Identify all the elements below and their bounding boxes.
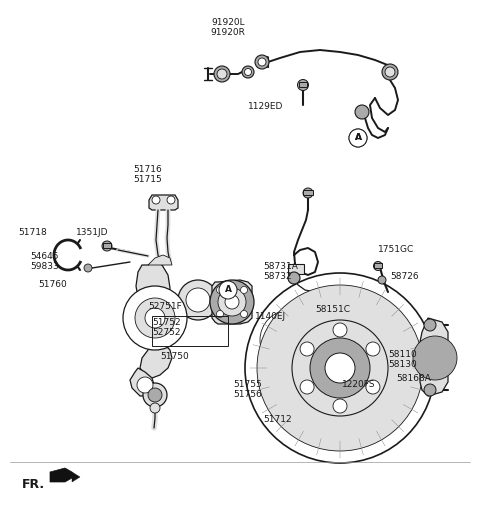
Circle shape xyxy=(137,377,153,393)
Circle shape xyxy=(145,308,165,328)
Polygon shape xyxy=(149,195,178,210)
Polygon shape xyxy=(265,296,312,378)
Circle shape xyxy=(378,276,386,284)
Text: 58110
58130: 58110 58130 xyxy=(388,350,417,369)
Text: 51760: 51760 xyxy=(38,280,67,289)
Text: 54645
59833: 54645 59833 xyxy=(30,252,59,271)
Text: 58726: 58726 xyxy=(390,272,419,281)
Text: A: A xyxy=(355,133,361,143)
Polygon shape xyxy=(130,368,155,396)
Text: 51716
51715: 51716 51715 xyxy=(133,165,162,184)
Text: 1751GC: 1751GC xyxy=(378,245,414,254)
Circle shape xyxy=(240,311,248,318)
Circle shape xyxy=(123,286,187,350)
Circle shape xyxy=(186,288,210,312)
Circle shape xyxy=(214,66,230,82)
Circle shape xyxy=(225,295,239,309)
Circle shape xyxy=(298,79,309,91)
Circle shape xyxy=(102,241,112,251)
Circle shape xyxy=(382,64,398,80)
Polygon shape xyxy=(136,262,172,378)
Circle shape xyxy=(217,69,227,79)
Circle shape xyxy=(143,383,167,407)
Text: A: A xyxy=(355,133,361,143)
Circle shape xyxy=(255,55,269,69)
Circle shape xyxy=(244,68,252,76)
Bar xyxy=(288,264,304,274)
Circle shape xyxy=(242,66,254,78)
Circle shape xyxy=(167,196,175,204)
Circle shape xyxy=(178,280,218,320)
Circle shape xyxy=(413,336,457,380)
Circle shape xyxy=(292,320,388,416)
Circle shape xyxy=(325,353,355,383)
Text: 51718: 51718 xyxy=(18,228,47,237)
Text: 91920L
91920R: 91920L 91920R xyxy=(211,18,245,38)
Text: 1351JD: 1351JD xyxy=(76,228,108,237)
Text: 52751F: 52751F xyxy=(148,302,182,311)
Polygon shape xyxy=(420,318,448,396)
Circle shape xyxy=(210,280,254,324)
Bar xyxy=(103,243,111,248)
Circle shape xyxy=(366,380,380,394)
Circle shape xyxy=(152,196,160,204)
Circle shape xyxy=(216,286,224,294)
Text: A: A xyxy=(225,285,231,295)
Circle shape xyxy=(150,403,160,413)
Polygon shape xyxy=(212,280,252,324)
Polygon shape xyxy=(50,468,72,482)
Circle shape xyxy=(333,323,347,337)
Circle shape xyxy=(310,338,370,398)
Circle shape xyxy=(424,384,436,396)
Text: 51755
51756: 51755 51756 xyxy=(234,380,263,400)
Text: 1129ED: 1129ED xyxy=(248,102,283,111)
Circle shape xyxy=(300,380,314,394)
Circle shape xyxy=(258,58,266,66)
Bar xyxy=(303,190,313,195)
Text: 51752
52752: 51752 52752 xyxy=(152,318,180,337)
Circle shape xyxy=(260,310,320,370)
Circle shape xyxy=(216,311,224,318)
Text: 58151C: 58151C xyxy=(315,305,350,314)
Circle shape xyxy=(288,272,300,284)
Circle shape xyxy=(424,319,436,331)
Text: 51712: 51712 xyxy=(264,415,292,424)
Circle shape xyxy=(355,105,369,119)
Circle shape xyxy=(245,273,435,463)
Circle shape xyxy=(135,298,175,338)
Circle shape xyxy=(303,188,313,198)
Circle shape xyxy=(240,286,248,294)
Text: 1220FS: 1220FS xyxy=(342,380,375,389)
Circle shape xyxy=(366,342,380,356)
Circle shape xyxy=(349,129,367,147)
Text: 51750: 51750 xyxy=(161,352,190,361)
Bar xyxy=(299,82,307,87)
Circle shape xyxy=(219,281,237,299)
Polygon shape xyxy=(72,472,80,482)
Text: 58731A
58732: 58731A 58732 xyxy=(263,262,298,281)
Bar xyxy=(152,316,228,346)
Circle shape xyxy=(373,262,383,270)
Circle shape xyxy=(300,342,314,356)
Circle shape xyxy=(84,264,92,272)
Text: 1140EJ: 1140EJ xyxy=(255,312,286,321)
Circle shape xyxy=(148,388,162,402)
Circle shape xyxy=(218,288,246,316)
Text: 58168A: 58168A xyxy=(396,374,431,383)
Text: FR.: FR. xyxy=(22,478,45,491)
Circle shape xyxy=(333,399,347,413)
Bar xyxy=(374,263,382,268)
Circle shape xyxy=(385,67,395,77)
Circle shape xyxy=(349,129,367,147)
Circle shape xyxy=(257,285,423,451)
Polygon shape xyxy=(148,255,172,265)
